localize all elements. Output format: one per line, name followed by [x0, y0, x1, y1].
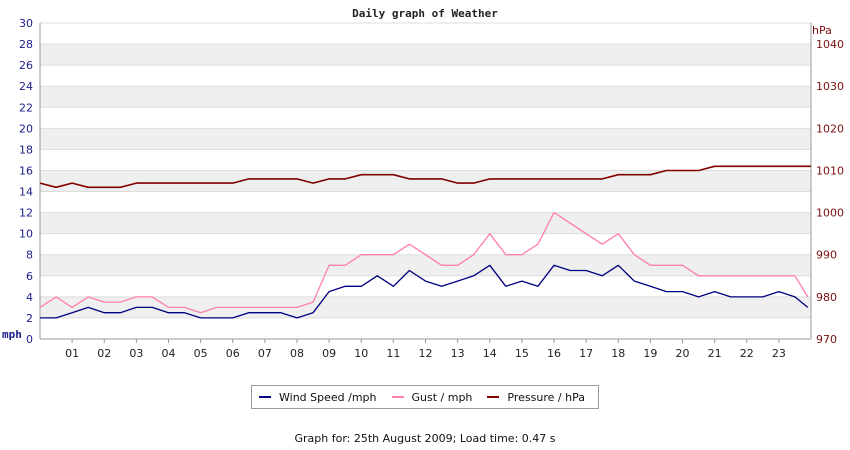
x-tick-label: 19 — [643, 347, 657, 360]
x-tick-label: 16 — [547, 347, 561, 360]
chart-title: Daily graph of Weather — [352, 7, 498, 20]
legend-swatch-gust — [391, 396, 404, 398]
x-tick-label: 01 — [65, 347, 79, 360]
y-left-tick-label: 26 — [19, 59, 33, 72]
grid-band — [40, 128, 811, 150]
series-line-gust — [39, 211, 809, 314]
right-axis-unit: hPa — [812, 24, 832, 37]
x-tick-label: 13 — [451, 347, 465, 360]
x-tick-label: 05 — [194, 347, 208, 360]
y-left-tick-label: 18 — [19, 143, 33, 156]
series-line-pressure — [39, 165, 811, 189]
y-left-tick-label: 20 — [19, 122, 33, 135]
grid-bands — [40, 22, 811, 340]
legend-item-wind: Wind Speed /mph — [259, 391, 377, 404]
y-right-tick-label: 1010 — [816, 164, 844, 177]
left-axis-unit: mph — [2, 328, 22, 341]
y-right-tick-label: 1030 — [816, 80, 844, 93]
series-line-wind-speed — [40, 264, 809, 319]
legend-label-wind: Wind Speed /mph — [279, 390, 377, 404]
legend-item-pressure: Pressure / hPa — [487, 391, 585, 404]
legend-label-gust: Gust / mph — [411, 390, 473, 404]
y-right-tick-label: 1040 — [816, 38, 844, 51]
y-left-tick-label: 0 — [26, 333, 33, 346]
x-tick-label: 15 — [515, 347, 529, 360]
legend-item-gust: Gust / mph — [391, 390, 473, 404]
x-tick-label: 12 — [419, 347, 433, 360]
y-left-tick-label: 2 — [26, 312, 33, 325]
x-tick-label: 20 — [676, 347, 690, 360]
chart-legend: Wind Speed /mph Gust / mph Pressure / hP… — [251, 385, 599, 409]
legend-swatch-pressure — [487, 396, 500, 398]
legend-label-pressure: Pressure / hPa — [507, 390, 585, 404]
y-left-tick-label: 30 — [19, 17, 33, 30]
graph-footer: Graph for: 25th August 2009; Load time: … — [294, 432, 556, 445]
x-tick-label: 06 — [226, 347, 240, 360]
x-tick-label: 08 — [290, 347, 304, 360]
y-left-tick-label: 22 — [19, 101, 33, 114]
y-left-tick-label: 16 — [19, 164, 33, 177]
grid-band — [40, 254, 811, 276]
y-right-tick-label: 990 — [816, 249, 837, 262]
x-tick-label: 11 — [386, 347, 400, 360]
grid-band — [40, 296, 811, 318]
grid-band — [40, 86, 811, 108]
legend-swatch-wind — [259, 396, 271, 398]
grid-band — [40, 170, 811, 192]
x-tick-label: 17 — [579, 347, 593, 360]
series-layer — [39, 165, 811, 319]
x-tick-label: 21 — [708, 347, 722, 360]
y-left-tick-label: 6 — [26, 270, 33, 283]
grid-band — [40, 44, 811, 66]
y-left-tick-label: 24 — [19, 80, 33, 93]
y-right-tick-label: 980 — [816, 291, 837, 304]
x-tick-label: 02 — [97, 347, 111, 360]
y-left-tick-label: 28 — [19, 38, 33, 51]
x-tick-label: 23 — [772, 347, 786, 360]
y-left-tick-label: 10 — [19, 228, 33, 241]
y-left-tick-label: 14 — [19, 186, 33, 199]
y-left-tick-label: 8 — [26, 249, 33, 262]
right-axis-ticks: 970 980 990 1000 1010 1020 1030 1040 — [816, 38, 844, 346]
x-tick-label: 14 — [483, 347, 497, 360]
x-tick-label: 03 — [129, 347, 143, 360]
x-tick-label: 18 — [611, 347, 625, 360]
x-tick-label: 10 — [354, 347, 368, 360]
y-left-tick-label: 12 — [19, 207, 33, 220]
x-tick-label: 22 — [740, 347, 754, 360]
y-right-tick-label: 1020 — [816, 122, 844, 135]
y-right-tick-label: 970 — [816, 333, 837, 346]
x-tick-label: 04 — [162, 347, 176, 360]
x-tick-label: 09 — [322, 347, 336, 360]
x-tick-label: 07 — [258, 347, 272, 360]
x-axis-ticks: 01 02 03 04 05 06 07 08 09 10 11 12 13 14 15 16 17 18 19 20… — [65, 339, 786, 360]
grid-band — [40, 212, 811, 234]
y-left-tick-label: 4 — [26, 291, 33, 304]
y-right-tick-label: 1000 — [816, 207, 844, 220]
